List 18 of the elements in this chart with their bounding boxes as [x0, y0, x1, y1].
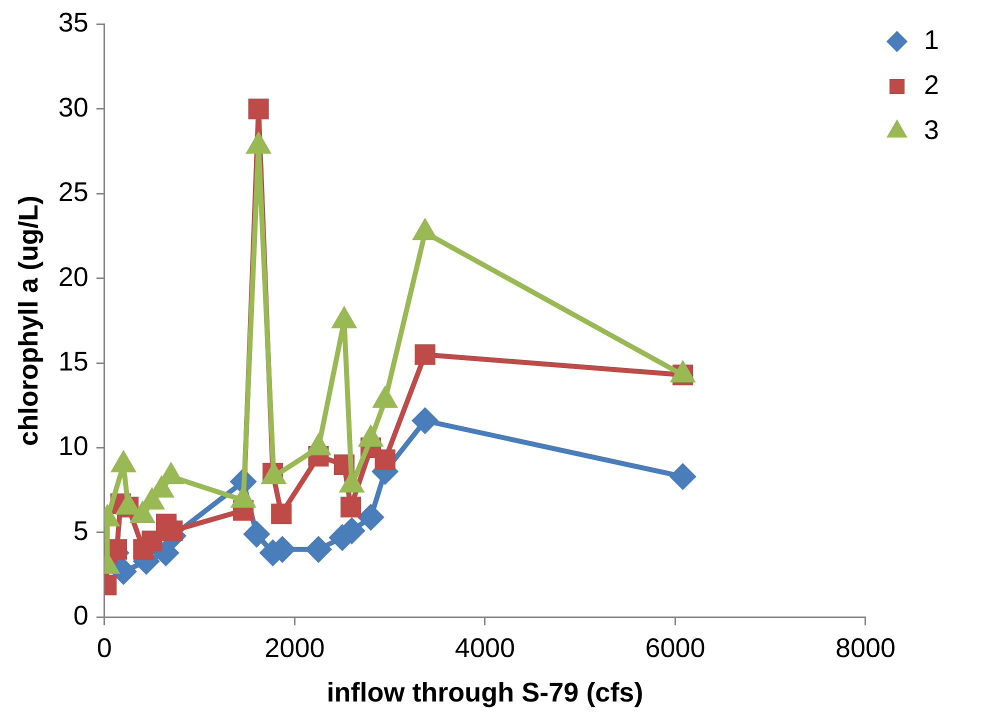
- x-tick-label: 6000: [645, 632, 706, 663]
- legend-label: 1: [924, 24, 940, 55]
- y-tick-label: 35: [58, 8, 88, 38]
- y-tick-label: 0: [73, 600, 88, 631]
- y-tick-label: 5: [73, 516, 88, 546]
- y-tick-label: 30: [58, 92, 88, 122]
- y-tick-label: 25: [58, 177, 88, 208]
- x-tick-label: 0: [96, 632, 112, 663]
- x-tick-label: 2000: [264, 632, 325, 663]
- legend-label: 2: [924, 70, 940, 100]
- x-tick-label: 4000: [454, 632, 515, 663]
- x-tick-label: 8000: [835, 632, 896, 663]
- x-axis-title: inflow through S-79 (cfs): [326, 677, 644, 708]
- legend-label: 3: [924, 114, 940, 145]
- y-tick-label: 20: [58, 262, 88, 292]
- y-axis-title: chlorophyll a (ug/L): [14, 195, 44, 446]
- y-tick-label: 15: [58, 346, 88, 377]
- y-tick-label: 10: [58, 431, 88, 462]
